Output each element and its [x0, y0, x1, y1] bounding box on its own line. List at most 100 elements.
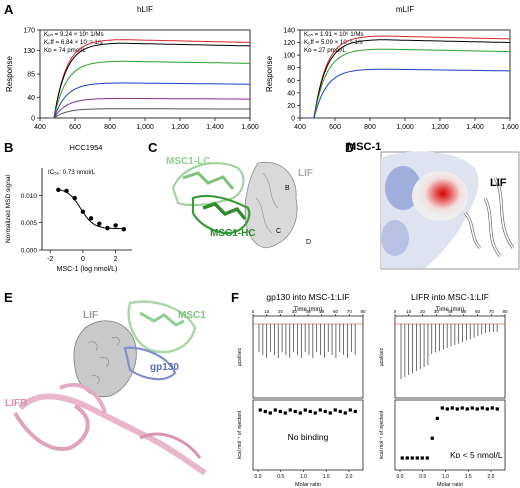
isotherm-point — [298, 411, 302, 415]
label-helix-b: B — [285, 185, 290, 192]
time-tick-label: 80 — [502, 309, 508, 314]
y-tick-label: 85 — [27, 72, 35, 79]
itc-note: Kᴅ < 5 nmol/L — [450, 450, 503, 460]
msc1-ribbon-e — [127, 300, 197, 354]
ratio-tick-label: 1.5 — [465, 474, 472, 480]
x-tick-label: 400 — [34, 124, 46, 131]
isotherm-point — [430, 436, 434, 440]
label-gp130-e: gp130 — [150, 362, 179, 373]
thermogram-frame — [394, 315, 506, 399]
x-tick-label: 400 — [294, 124, 306, 131]
isotherm-point — [323, 409, 327, 414]
y-tick-label: 0.000 — [21, 248, 38, 255]
ratio-tick-label: 0.5 — [277, 474, 284, 480]
isotherm-point — [348, 408, 352, 412]
isotherm-point — [460, 406, 464, 410]
ratio-tick-label: 1.5 — [323, 474, 330, 480]
ratio-tick-label: 2.0 — [487, 474, 494, 480]
x-tick-label: 0 — [81, 256, 85, 263]
isotherm-point — [328, 411, 332, 415]
isotherm-point — [490, 406, 494, 410]
chart-mlif: 400 600 800 1,000 1,200 1,400 1,600 0 20 40 60 80 10… — [265, 5, 519, 131]
time-tick-label: 70 — [347, 309, 353, 314]
chart-title: mLIF — [396, 5, 414, 14]
isotherm-point — [288, 408, 292, 412]
isotherm-point — [450, 406, 454, 410]
x-tick-label: 800 — [104, 124, 116, 131]
time-tick-label: 10 — [264, 309, 270, 314]
time-label: Time (min) — [294, 307, 322, 313]
isotherm-point — [268, 411, 272, 415]
acidic-patch — [412, 171, 468, 221]
isotherm-point — [293, 409, 297, 414]
label-lif-c: LIF — [298, 168, 313, 179]
isotherm-point — [400, 456, 404, 460]
y-axis-label: Normalized MSD signal — [5, 174, 12, 242]
isotherm-point — [455, 407, 459, 411]
x-tick-label: -2 — [47, 256, 53, 263]
panel-d-label: D — [345, 140, 355, 155]
time-tick-label: 0 — [394, 309, 397, 314]
panel-e-label: E — [4, 290, 13, 305]
itc-charts: gp130 into MSC-1:LIF Time (min) 0 10 20 30 40 5… — [237, 292, 508, 488]
chart-hcc1954: -2 0 2 0.000 0.005 0.010 HCC1954 IC₅₀: 0.73 nmo… — [5, 143, 132, 273]
koff-label: Kₒff = 5.09 × 10⁻⁵ 1/s — [304, 39, 363, 46]
y-tick-label: 40 — [287, 90, 295, 97]
isotherm-point — [343, 411, 347, 415]
label-lif-e: LIF — [83, 310, 98, 321]
y-tick-label: 170 — [23, 28, 35, 35]
series-line-4 — [48, 82, 250, 119]
isotherm-point — [465, 407, 469, 411]
kd-label: Kᴅ = 74 pmol/L — [44, 47, 86, 54]
series-line-1 — [308, 35, 510, 119]
ic50-label: IC₅₀: 0.73 nmol/L — [48, 169, 96, 176]
isotherm-point — [410, 456, 414, 460]
data-point — [97, 221, 102, 226]
series-line-1 — [48, 39, 250, 119]
time-tick-label: 30 — [292, 309, 298, 314]
panel-e: E LIF MSC1 gp130 LIFR — [0, 288, 225, 488]
isotherm-point — [333, 408, 337, 412]
x-tick-label: 1,200 — [171, 124, 189, 131]
data-point — [113, 223, 118, 228]
lif-surface-e — [73, 320, 137, 398]
isotherm-point — [263, 409, 267, 414]
time-tick-label: 50 — [461, 309, 467, 314]
x-tick-label: 1,600 — [501, 124, 519, 131]
x-tick-label: 600 — [69, 124, 81, 131]
panel-b: B -2 0 2 0.000 0.005 0.010 HCC1954 IC₅₀: 0.73 n… — [0, 138, 140, 273]
time-tick-label: 40 — [447, 309, 453, 314]
itc-note: No binding — [288, 432, 329, 442]
y-axis-label-top: µcal/sec — [237, 347, 243, 366]
koff-label: Kₒff = 6.84 × 10⁻⁵ 1/s — [44, 39, 103, 46]
y-tick-label: 80 — [287, 65, 295, 72]
label-msc1-lc: MSC1-LC — [166, 156, 210, 167]
y-tick-label: 120 — [283, 40, 295, 47]
panel-b-label: B — [4, 140, 14, 155]
y-tick-label: 130 — [23, 48, 35, 55]
panel-a: A 400 600 800 1,000 1,200 1,400 1,600 0 40 85 130 1… — [0, 0, 520, 135]
panel-d: D MSC-1 LIF — [345, 138, 520, 273]
series-line-3 — [308, 48, 510, 119]
data-point — [88, 216, 94, 221]
series-line-5 — [48, 97, 250, 119]
panel-f: F gp130 into MSC-1:LIF Time (min) 0 10 20 30 4… — [225, 288, 520, 488]
data-point — [64, 188, 69, 194]
y-axis-label: Response — [5, 55, 14, 92]
panel-c: C MSC1-LC MSC1-HC LIF B C D — [148, 138, 338, 273]
isotherm-point — [440, 406, 444, 410]
chart-hlif: 400 600 800 1,000 1,200 1,400 1,600 0 40 85 130 170… — [5, 5, 259, 131]
x-axis-label: Molar ratio — [295, 482, 321, 488]
hc-ribbon — [191, 194, 251, 235]
x-tick-label: 1,000 — [136, 124, 154, 131]
structure-c: MSC1-LC MSC1-HC LIF B C D — [166, 156, 313, 249]
ratio-tick-label: 1.0 — [300, 474, 307, 480]
isotherm-point — [338, 409, 342, 414]
isotherm-point — [313, 411, 317, 415]
lifr-ribbon — [17, 393, 207, 476]
label-msc1-d: MSC-1 — [347, 141, 381, 153]
isotherm-point — [435, 416, 439, 420]
ratio-tick-label: 0.0 — [255, 474, 262, 480]
y-tick-label: 60 — [287, 78, 295, 85]
lc-ribbon — [171, 162, 245, 207]
